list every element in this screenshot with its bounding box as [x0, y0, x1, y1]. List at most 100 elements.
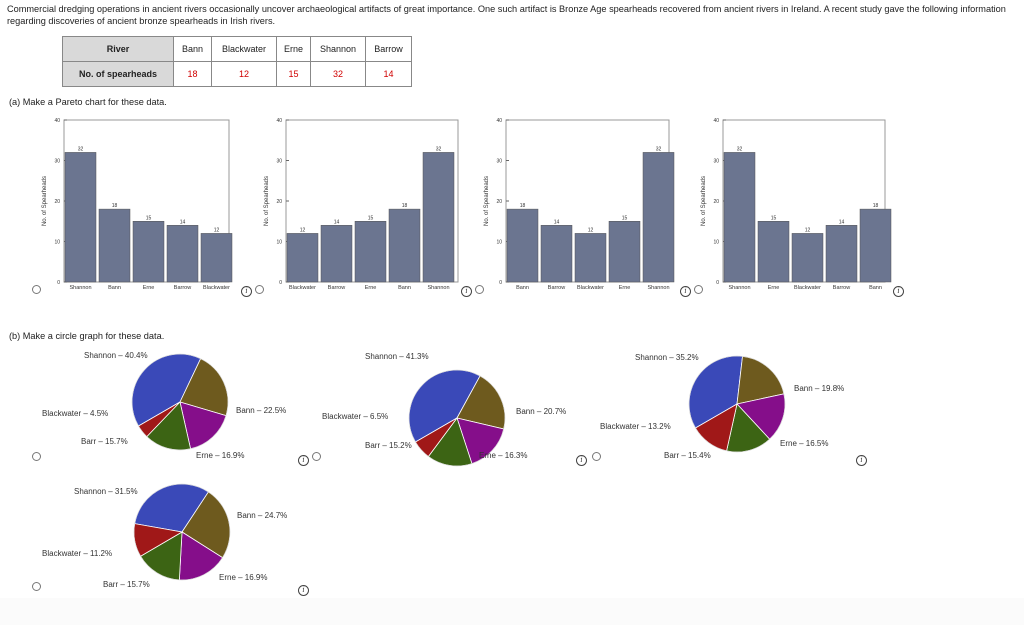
y-tick-label: 40 — [276, 118, 282, 124]
y-tick-label: 10 — [713, 240, 719, 246]
table-header-count: No. of spearheads — [62, 61, 174, 87]
radio-button-a4[interactable] — [694, 285, 703, 294]
y-axis-label: No. of Spearheads — [484, 176, 490, 226]
y-tick-label: 0 — [716, 280, 719, 286]
y-axis-label: No. of Spearheads — [264, 176, 270, 226]
radio-button-b3[interactable] — [592, 452, 601, 461]
radio-button-a3[interactable] — [475, 285, 484, 294]
bar-value-label: 14 — [334, 219, 340, 225]
info-icon[interactable]: i — [576, 455, 587, 466]
slice-label: Barr – 15.2% — [365, 441, 412, 450]
slice-label: Erne – 16.9% — [219, 573, 267, 582]
slice-label: Erne – 16.5% — [780, 439, 828, 448]
category-label: Erne — [619, 285, 631, 291]
slice-label: Shannon – 41.3% — [365, 352, 429, 361]
radio-button-a2[interactable] — [255, 285, 264, 294]
bar — [642, 152, 675, 283]
circle-graph-option-2: Shannon – 41.3% Bann – 20.7% Erne – 16.3% B… — [322, 352, 566, 467]
bar — [540, 225, 573, 283]
bar — [608, 221, 641, 283]
category-label: Shannon — [69, 285, 91, 291]
info-icon[interactable]: i — [893, 286, 904, 297]
category-label: Bann — [516, 285, 529, 291]
category-label: Erne — [768, 285, 780, 291]
y-tick-label: 30 — [496, 159, 502, 165]
info-icon[interactable]: i — [856, 455, 867, 466]
circle-graph-option-3: Shannon – 35.2% Bann – 19.8% Erne – 16.5% B… — [600, 353, 844, 460]
y-axis-label: No. of Spearheads — [42, 176, 48, 226]
slice-label: Barr – 15.7% — [103, 580, 150, 589]
info-icon[interactable]: i — [241, 286, 252, 297]
slice-label: Erne – 16.3% — [479, 451, 527, 460]
category-label: Barrow — [174, 285, 191, 291]
bar — [64, 152, 97, 283]
slice-label: Bann – 24.7% — [237, 511, 287, 520]
y-tick-label: 0 — [499, 280, 502, 286]
bar — [506, 208, 539, 283]
y-tick-label: 10 — [54, 240, 60, 246]
bar-value-label: 14 — [554, 219, 560, 225]
bar — [388, 208, 421, 283]
table-count-cell: 14 — [365, 61, 412, 87]
radio-button-b1[interactable] — [32, 452, 41, 461]
table-river-cell: Barrow — [365, 36, 412, 62]
table-river-cell: Shannon — [310, 36, 366, 62]
info-icon[interactable]: i — [461, 286, 472, 297]
info-icon[interactable]: i — [298, 455, 309, 466]
category-label: Barrow — [548, 285, 565, 291]
radio-button-b4[interactable] — [32, 582, 41, 591]
bar-value-label: 32 — [78, 146, 84, 152]
data-table: River Bann Blackwater Erne Shannon Barro… — [62, 36, 412, 87]
category-label: Shannon — [728, 285, 750, 291]
footer-band — [0, 598, 1024, 625]
bar — [859, 208, 892, 283]
y-tick-label: 20 — [713, 199, 719, 205]
category-label: Bann — [398, 285, 411, 291]
bar — [791, 233, 824, 283]
circle-graph-option-1: Shannon – 40.4% Bann – 22.5% Erne – 16.9% B… — [42, 351, 286, 460]
category-label: Erne — [143, 285, 155, 291]
slice-label: Barr – 15.7% — [81, 437, 128, 446]
bar — [757, 221, 790, 283]
slice-label: Erne – 16.9% — [196, 451, 244, 460]
slice-label: Bann – 22.5% — [236, 406, 286, 415]
bar-value-label: 14 — [180, 219, 186, 225]
y-tick-label: 0 — [279, 280, 282, 286]
table-river-cell: Erne — [276, 36, 311, 62]
pie-outline — [133, 483, 231, 581]
table-count-cell: 32 — [310, 61, 366, 87]
category-label: Blackwater — [794, 285, 821, 291]
y-axis-label: No. of Spearheads — [701, 176, 707, 226]
slice-label: Shannon – 35.2% — [635, 353, 699, 362]
radio-button-b2[interactable] — [312, 452, 321, 461]
y-tick-label: 30 — [713, 159, 719, 165]
info-icon[interactable]: i — [680, 286, 691, 297]
table-river-cell: Bann — [173, 36, 212, 62]
bar — [98, 208, 131, 283]
bar-value-label: 15 — [622, 215, 628, 221]
bar-value-label: 12 — [214, 227, 220, 233]
y-tick-label: 20 — [54, 199, 60, 205]
y-tick-label: 40 — [54, 118, 60, 124]
info-icon[interactable]: i — [298, 585, 309, 596]
bar — [574, 233, 607, 283]
bar-value-label: 18 — [112, 203, 118, 209]
bar-value-label: 15 — [146, 215, 152, 221]
slice-label: Bann – 19.8% — [794, 384, 844, 393]
slice-label: Shannon – 40.4% — [84, 351, 148, 360]
part-b-label: (b) Make a circle graph for these data. — [9, 331, 165, 341]
y-tick-label: 30 — [276, 159, 282, 165]
bar — [166, 225, 199, 283]
bar-value-label: 15 — [368, 215, 374, 221]
pareto-chart-option-3: 0 10 20 30 40 No. of Spearheads 18 Bann 14 Barrow… — [484, 118, 675, 291]
bar — [422, 152, 455, 283]
table-river-cell: Blackwater — [211, 36, 277, 62]
bar — [132, 221, 165, 283]
table-count-cell: 18 — [173, 61, 212, 87]
radio-button-a1[interactable] — [32, 285, 41, 294]
bar — [354, 221, 387, 283]
bar-value-label: 14 — [839, 219, 845, 225]
bar-value-label: 18 — [520, 203, 526, 209]
slice-label: Blackwater – 6.5% — [322, 412, 388, 421]
slice-label: Blackwater – 4.5% — [42, 409, 108, 418]
